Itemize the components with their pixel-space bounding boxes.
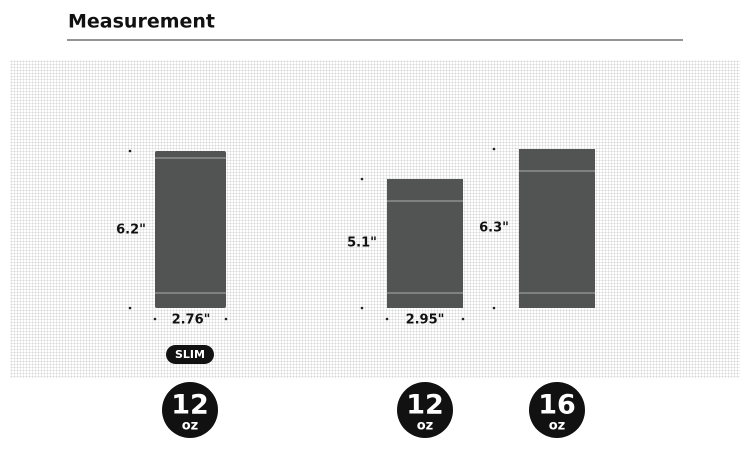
dim-dot [360, 177, 364, 181]
dim-dot [461, 317, 465, 321]
size-unit: oz [549, 419, 566, 434]
height-label: 6.3" [479, 221, 509, 236]
title: Measurement [68, 11, 215, 33]
can [387, 179, 463, 308]
dim-dot [492, 306, 496, 310]
dim-dot [224, 317, 228, 321]
width-label: 2.76" [172, 313, 211, 328]
height-label: 5.1" [347, 236, 377, 251]
dim-dot [128, 306, 132, 310]
size-number: 12 [171, 390, 209, 421]
size-number: 12 [406, 390, 444, 421]
dim-dot [153, 317, 157, 321]
can [155, 151, 226, 308]
size-circle [529, 382, 585, 438]
badge-pill [166, 345, 214, 364]
size-unit: oz [417, 419, 434, 434]
can [519, 149, 595, 308]
size-unit: oz [182, 419, 199, 434]
dim-dot [492, 147, 496, 151]
badge-label: SLIM [175, 348, 205, 361]
dim-dot [128, 149, 132, 153]
size-circle [162, 382, 218, 438]
dim-dot [360, 306, 364, 310]
width-label: 2.95" [406, 313, 445, 328]
dotted-background [10, 60, 740, 378]
size-circle [397, 382, 453, 438]
dim-dot [385, 317, 389, 321]
size-number: 16 [538, 390, 576, 421]
height-label: 6.2" [116, 223, 146, 238]
